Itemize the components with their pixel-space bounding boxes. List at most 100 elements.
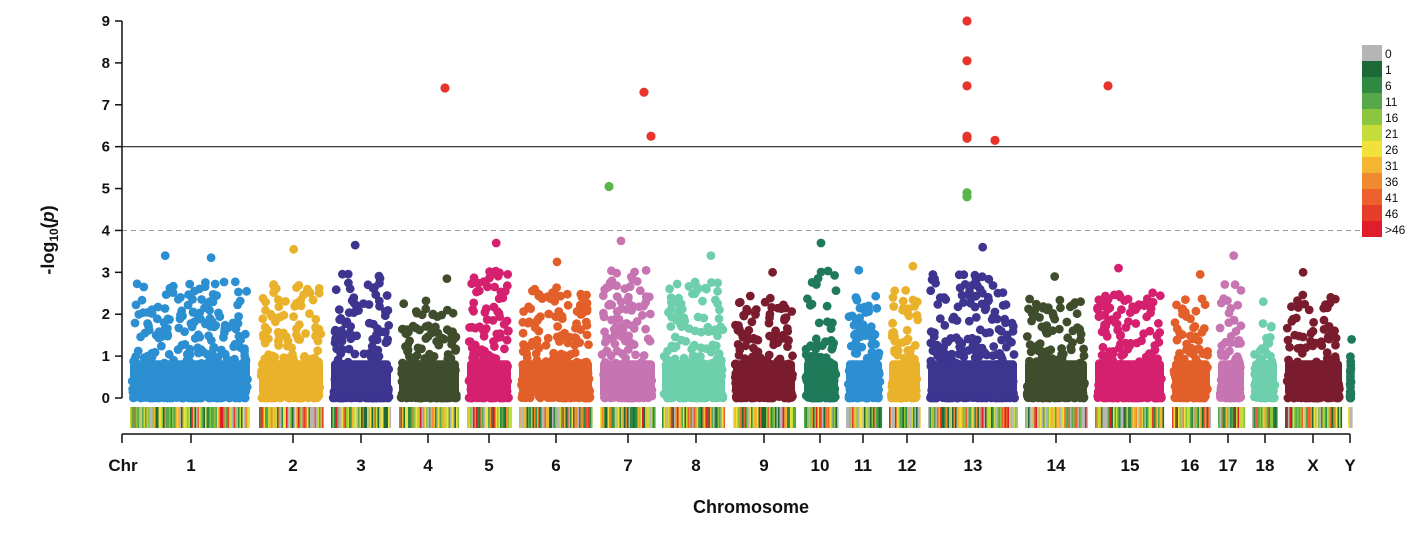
density-strip-chr-17 bbox=[1234, 407, 1237, 428]
y-tick-label-7: 7 bbox=[102, 97, 110, 114]
density-strip-chr-12 bbox=[893, 407, 896, 428]
density-strip-chr-13 bbox=[938, 407, 941, 428]
density-strip-chr-16 bbox=[1187, 407, 1189, 428]
snp-band-chr-Y bbox=[1348, 360, 1352, 396]
snp-point-chr-4 bbox=[417, 310, 427, 320]
legend-swatch-26 bbox=[1362, 141, 1382, 157]
density-strip-chr-10 bbox=[829, 407, 832, 428]
density-strip-chr-5 bbox=[488, 407, 490, 428]
density-strip-chr-13 bbox=[1009, 407, 1011, 428]
density-strip-chr-10 bbox=[808, 407, 811, 428]
snp-point-chr-13 bbox=[955, 342, 965, 352]
density-strip-chr-10 bbox=[816, 407, 818, 428]
density-strip-chr-13 bbox=[985, 407, 987, 428]
snp-point-chr-4 bbox=[432, 337, 441, 346]
snp-point-chr-2 bbox=[294, 334, 303, 344]
legend-label-41: 41 bbox=[1385, 191, 1399, 205]
x-axis-prefix-label: Chr bbox=[108, 456, 138, 475]
snp-band-chr-13 bbox=[928, 360, 1017, 396]
density-strip-chr-7 bbox=[609, 407, 611, 428]
y-tick-label-8: 8 bbox=[102, 55, 110, 72]
x-tick-label-9: 9 bbox=[759, 456, 768, 475]
snp-point-chr-X bbox=[1304, 305, 1314, 315]
density-strip-chr-8 bbox=[681, 407, 684, 428]
density-strip-chr-1 bbox=[139, 407, 141, 428]
density-strip-chr-9 bbox=[757, 407, 759, 428]
density-strip-chr-13 bbox=[940, 407, 942, 428]
density-strip-chr-6 bbox=[582, 407, 584, 428]
density-strip-chr-1 bbox=[244, 407, 246, 428]
density-strip-chr-3 bbox=[344, 407, 347, 428]
snp-point-chr-3 bbox=[336, 314, 346, 323]
significant-snp-chr-15 bbox=[1103, 81, 1113, 91]
snp-point-chr-10 bbox=[805, 300, 815, 310]
density-strip-chr-9 bbox=[746, 407, 749, 428]
density-strip-chr-8 bbox=[684, 407, 687, 428]
snp-point-chr-14 bbox=[1057, 350, 1066, 360]
density-strip-chr-14 bbox=[1059, 407, 1062, 428]
density-strip-chr-14 bbox=[1070, 407, 1072, 428]
density-strip-chr-11 bbox=[880, 407, 883, 428]
density-strip-chr-X bbox=[1298, 407, 1301, 428]
snp-point-chr-4 bbox=[437, 310, 447, 320]
density-strip-chr-3 bbox=[377, 407, 380, 428]
snp-point-chr-1 bbox=[185, 279, 195, 289]
snp-point-chr-2 bbox=[261, 297, 270, 307]
density-strip-chr-4 bbox=[406, 407, 409, 428]
density-strip-chr-5 bbox=[473, 407, 475, 428]
snp-point-chr-18 bbox=[1257, 344, 1267, 353]
density-strip-chr-11 bbox=[867, 407, 869, 428]
snp-point-chr-13 bbox=[975, 284, 985, 294]
density-strip-chr-12 bbox=[910, 407, 912, 428]
density-strip-chr-9 bbox=[784, 407, 786, 428]
density-strip-chr-3 bbox=[335, 407, 338, 428]
density-strip-chr-13 bbox=[974, 407, 977, 428]
density-strip-chr-6 bbox=[537, 407, 539, 428]
density-strip-chr-9 bbox=[788, 407, 791, 428]
snp-point-chr-8 bbox=[666, 298, 676, 307]
density-strip-chr-7 bbox=[621, 407, 623, 428]
density-strip-chr-6 bbox=[564, 407, 566, 428]
density-strip-chr-1 bbox=[182, 407, 185, 428]
density-strip-chr-2 bbox=[320, 407, 323, 428]
snp-point-chr-6 bbox=[556, 291, 565, 301]
snp-point-chr-14 bbox=[1046, 345, 1056, 355]
snp-point-chr-6 bbox=[541, 340, 551, 350]
density-strip-chr-17 bbox=[1218, 407, 1220, 428]
snp-point-chr-2 bbox=[288, 353, 298, 363]
snp-point-chr-13 bbox=[960, 280, 970, 289]
snp-point-chr-6 bbox=[534, 291, 544, 301]
density-strip-chr-6 bbox=[558, 407, 560, 428]
snp-point-chr-2 bbox=[289, 312, 298, 321]
snp-point-chr-6 bbox=[530, 323, 540, 333]
snp-point-chr-18 bbox=[1264, 338, 1274, 348]
density-strip-chr-3 bbox=[358, 407, 360, 428]
density-strip-chr-5 bbox=[467, 407, 469, 428]
snp-point-chr-8 bbox=[663, 346, 672, 356]
density-strip-chr-4 bbox=[432, 407, 434, 428]
snp-point-chr-3 bbox=[354, 306, 363, 315]
snp-point-chr-15 bbox=[1147, 298, 1156, 307]
snp-point-chr-3 bbox=[338, 269, 347, 279]
snp-point-chr-16 bbox=[1180, 307, 1189, 317]
snp-point-chr-8 bbox=[681, 337, 691, 346]
density-strip-chr-1 bbox=[224, 407, 227, 428]
density-strip-chr-14 bbox=[1079, 407, 1081, 428]
density-strip-chr-5 bbox=[495, 407, 498, 428]
density-strip-chr-8 bbox=[663, 407, 666, 428]
density-strip-chr-1 bbox=[148, 407, 150, 428]
density-strip-chr-11 bbox=[852, 407, 854, 428]
density-strip-chr-14 bbox=[1053, 407, 1056, 428]
density-strip-chr-1 bbox=[196, 407, 198, 428]
density-strip-chr-5 bbox=[497, 407, 499, 428]
snp-point-chr-4 bbox=[403, 340, 413, 350]
density-strip-chr-13 bbox=[988, 407, 990, 428]
density-strip-chr-8 bbox=[695, 407, 697, 428]
density-strip-chr-3 bbox=[370, 407, 372, 428]
density-strip-chr-18 bbox=[1273, 407, 1275, 428]
density-strip-chr-8 bbox=[678, 407, 681, 428]
density-strip-chr-9 bbox=[791, 407, 794, 428]
density-strip-chr-11 bbox=[858, 407, 860, 428]
snp-point-chr-7 bbox=[641, 324, 650, 334]
density-strip-chr-10 bbox=[804, 407, 806, 428]
